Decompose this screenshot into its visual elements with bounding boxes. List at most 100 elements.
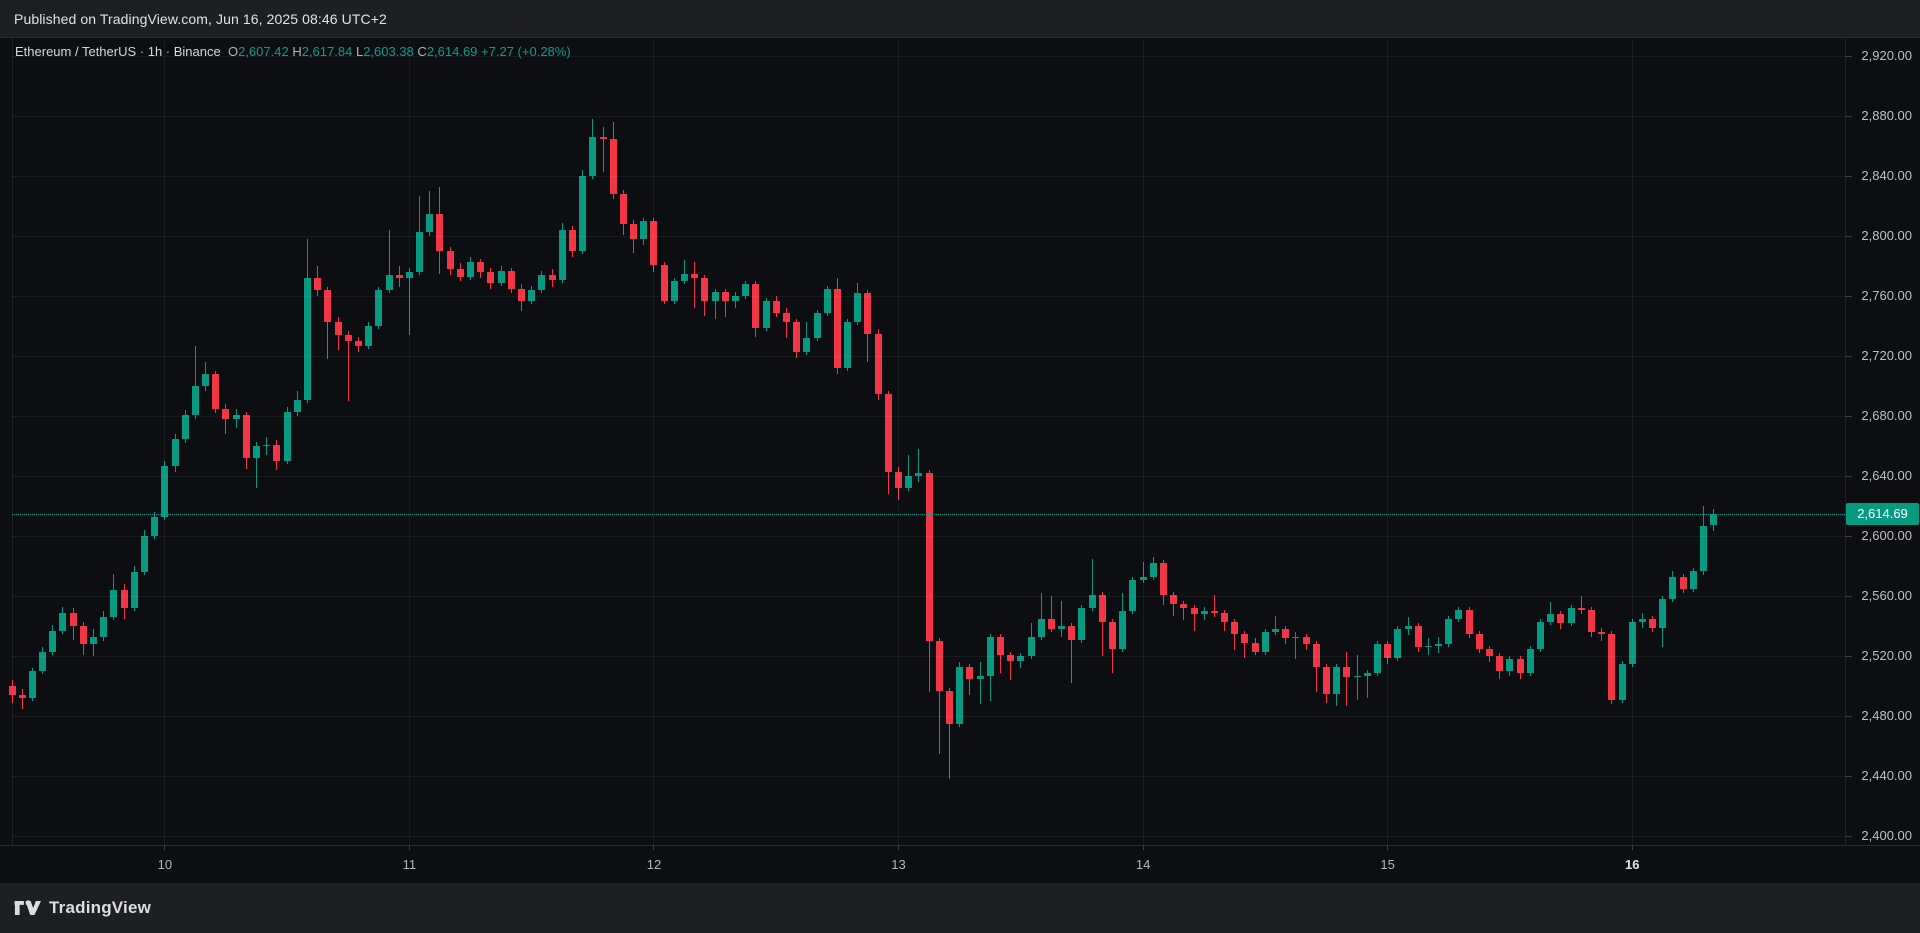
candle-body xyxy=(140,536,148,572)
candle-body xyxy=(1496,656,1504,671)
price-tick xyxy=(1845,716,1852,717)
tradingview-logo-icon[interactable] xyxy=(13,897,41,919)
candle-body xyxy=(864,293,872,334)
candle-body xyxy=(1221,612,1229,622)
candle-body xyxy=(589,137,597,176)
price-tick xyxy=(1845,536,1852,537)
candle-body xyxy=(1373,644,1381,673)
candle-body xyxy=(90,636,98,644)
candle-body xyxy=(314,278,322,290)
footer-brand-text[interactable]: TradingView xyxy=(49,898,152,917)
candle-body xyxy=(1139,576,1147,580)
gridline-v xyxy=(409,38,410,845)
candle-body xyxy=(1180,603,1188,608)
candle-body xyxy=(1710,513,1718,525)
candle-body xyxy=(568,230,576,251)
candle-body xyxy=(1679,576,1687,589)
candle-body xyxy=(935,641,943,691)
candle-wick xyxy=(1550,602,1552,625)
legend-symbol[interactable]: Ethereum / TetherUS xyxy=(15,43,137,59)
candle-wick xyxy=(938,638,940,754)
price-axis-label: 2,520.00 xyxy=(1861,648,1912,663)
candle-wick xyxy=(1244,630,1246,658)
legend-exchange[interactable]: Binance xyxy=(173,43,221,59)
chart-legend[interactable]: Ethereum / TetherUS · 1h · Binance O 2,60… xyxy=(15,41,571,61)
price-tick xyxy=(1845,416,1852,417)
candle-body xyxy=(416,231,424,272)
price-tick xyxy=(1845,236,1852,237)
candle-body xyxy=(426,213,434,232)
candle-body xyxy=(69,612,77,626)
candle-body xyxy=(660,264,668,301)
legend-interval[interactable]: 1h xyxy=(147,43,163,59)
publish-info-text: Published on TradingView.com, Jun 16, 20… xyxy=(14,10,387,27)
price-tick xyxy=(1845,656,1852,657)
footer-bar: TradingView xyxy=(0,883,1920,933)
candle-body xyxy=(1598,632,1606,634)
candle-body xyxy=(1547,614,1555,622)
candle-body xyxy=(1353,675,1361,677)
time-tick xyxy=(1387,845,1388,850)
candle-body xyxy=(324,290,332,322)
candle-body xyxy=(1394,629,1402,658)
candle-body xyxy=(1404,626,1412,629)
candle-wick xyxy=(1275,615,1277,635)
chart-area[interactable]: 2,920.00 2,880.00 2,840.00 2,800.00 2,760.00… xyxy=(0,37,1920,884)
candle-body xyxy=(558,230,566,280)
candle-wick xyxy=(21,689,23,709)
last-price-label: 2,614.69 xyxy=(1846,502,1919,525)
price-tick xyxy=(1845,176,1852,177)
candle-wick xyxy=(724,288,726,317)
candle-body xyxy=(171,438,179,466)
candle-body xyxy=(518,288,525,301)
candle-wick xyxy=(1040,593,1042,640)
candle-body xyxy=(1282,629,1290,638)
candle-body xyxy=(273,444,281,461)
candle-body xyxy=(487,272,495,283)
candle-body xyxy=(28,671,36,698)
price-axis-label: 2,880.00 xyxy=(1861,108,1912,123)
candle-body xyxy=(395,275,403,278)
candle-body xyxy=(1516,659,1524,673)
price-axis-label: 2,760.00 xyxy=(1861,288,1912,303)
gridline-h xyxy=(12,716,1845,717)
candle-body xyxy=(619,194,627,224)
gridline-v xyxy=(653,38,654,845)
candle-body xyxy=(18,695,26,698)
candle-body xyxy=(803,338,811,352)
gridline-h xyxy=(12,596,1845,597)
candle-wick xyxy=(1183,600,1185,620)
legend-open-value: 2,607.42 xyxy=(238,43,289,59)
candle-body xyxy=(1149,563,1157,577)
candle-body xyxy=(130,572,138,608)
candle-body xyxy=(986,636,994,676)
candle-body xyxy=(1465,609,1473,634)
price-axis-label: 2,720.00 xyxy=(1861,348,1912,363)
candle-body xyxy=(1302,636,1310,644)
candle-body xyxy=(742,284,750,296)
candle-wick xyxy=(694,261,696,308)
gridline-v xyxy=(1632,38,1633,845)
candle-body xyxy=(232,414,240,419)
gridline-v xyxy=(898,38,899,845)
candle-body xyxy=(630,224,638,239)
candle-body xyxy=(79,626,87,644)
gridline-h xyxy=(12,776,1845,777)
gridline-h xyxy=(12,656,1845,657)
gridline-h xyxy=(12,416,1845,417)
candle-body xyxy=(222,408,230,419)
candle-body xyxy=(1119,611,1127,649)
candle-body xyxy=(1557,614,1565,623)
time-axis-label: 12 xyxy=(646,857,662,872)
price-axis-label: 2,400.00 xyxy=(1861,828,1912,843)
candle-body xyxy=(120,590,128,608)
candle-body xyxy=(1608,633,1616,700)
candle-body xyxy=(304,278,311,400)
gridline-h xyxy=(12,296,1845,297)
gridline-h xyxy=(12,176,1845,177)
candle-body xyxy=(1088,594,1096,608)
candle-body xyxy=(1210,611,1218,613)
candle-body xyxy=(212,374,220,409)
candle-body xyxy=(1027,636,1035,656)
